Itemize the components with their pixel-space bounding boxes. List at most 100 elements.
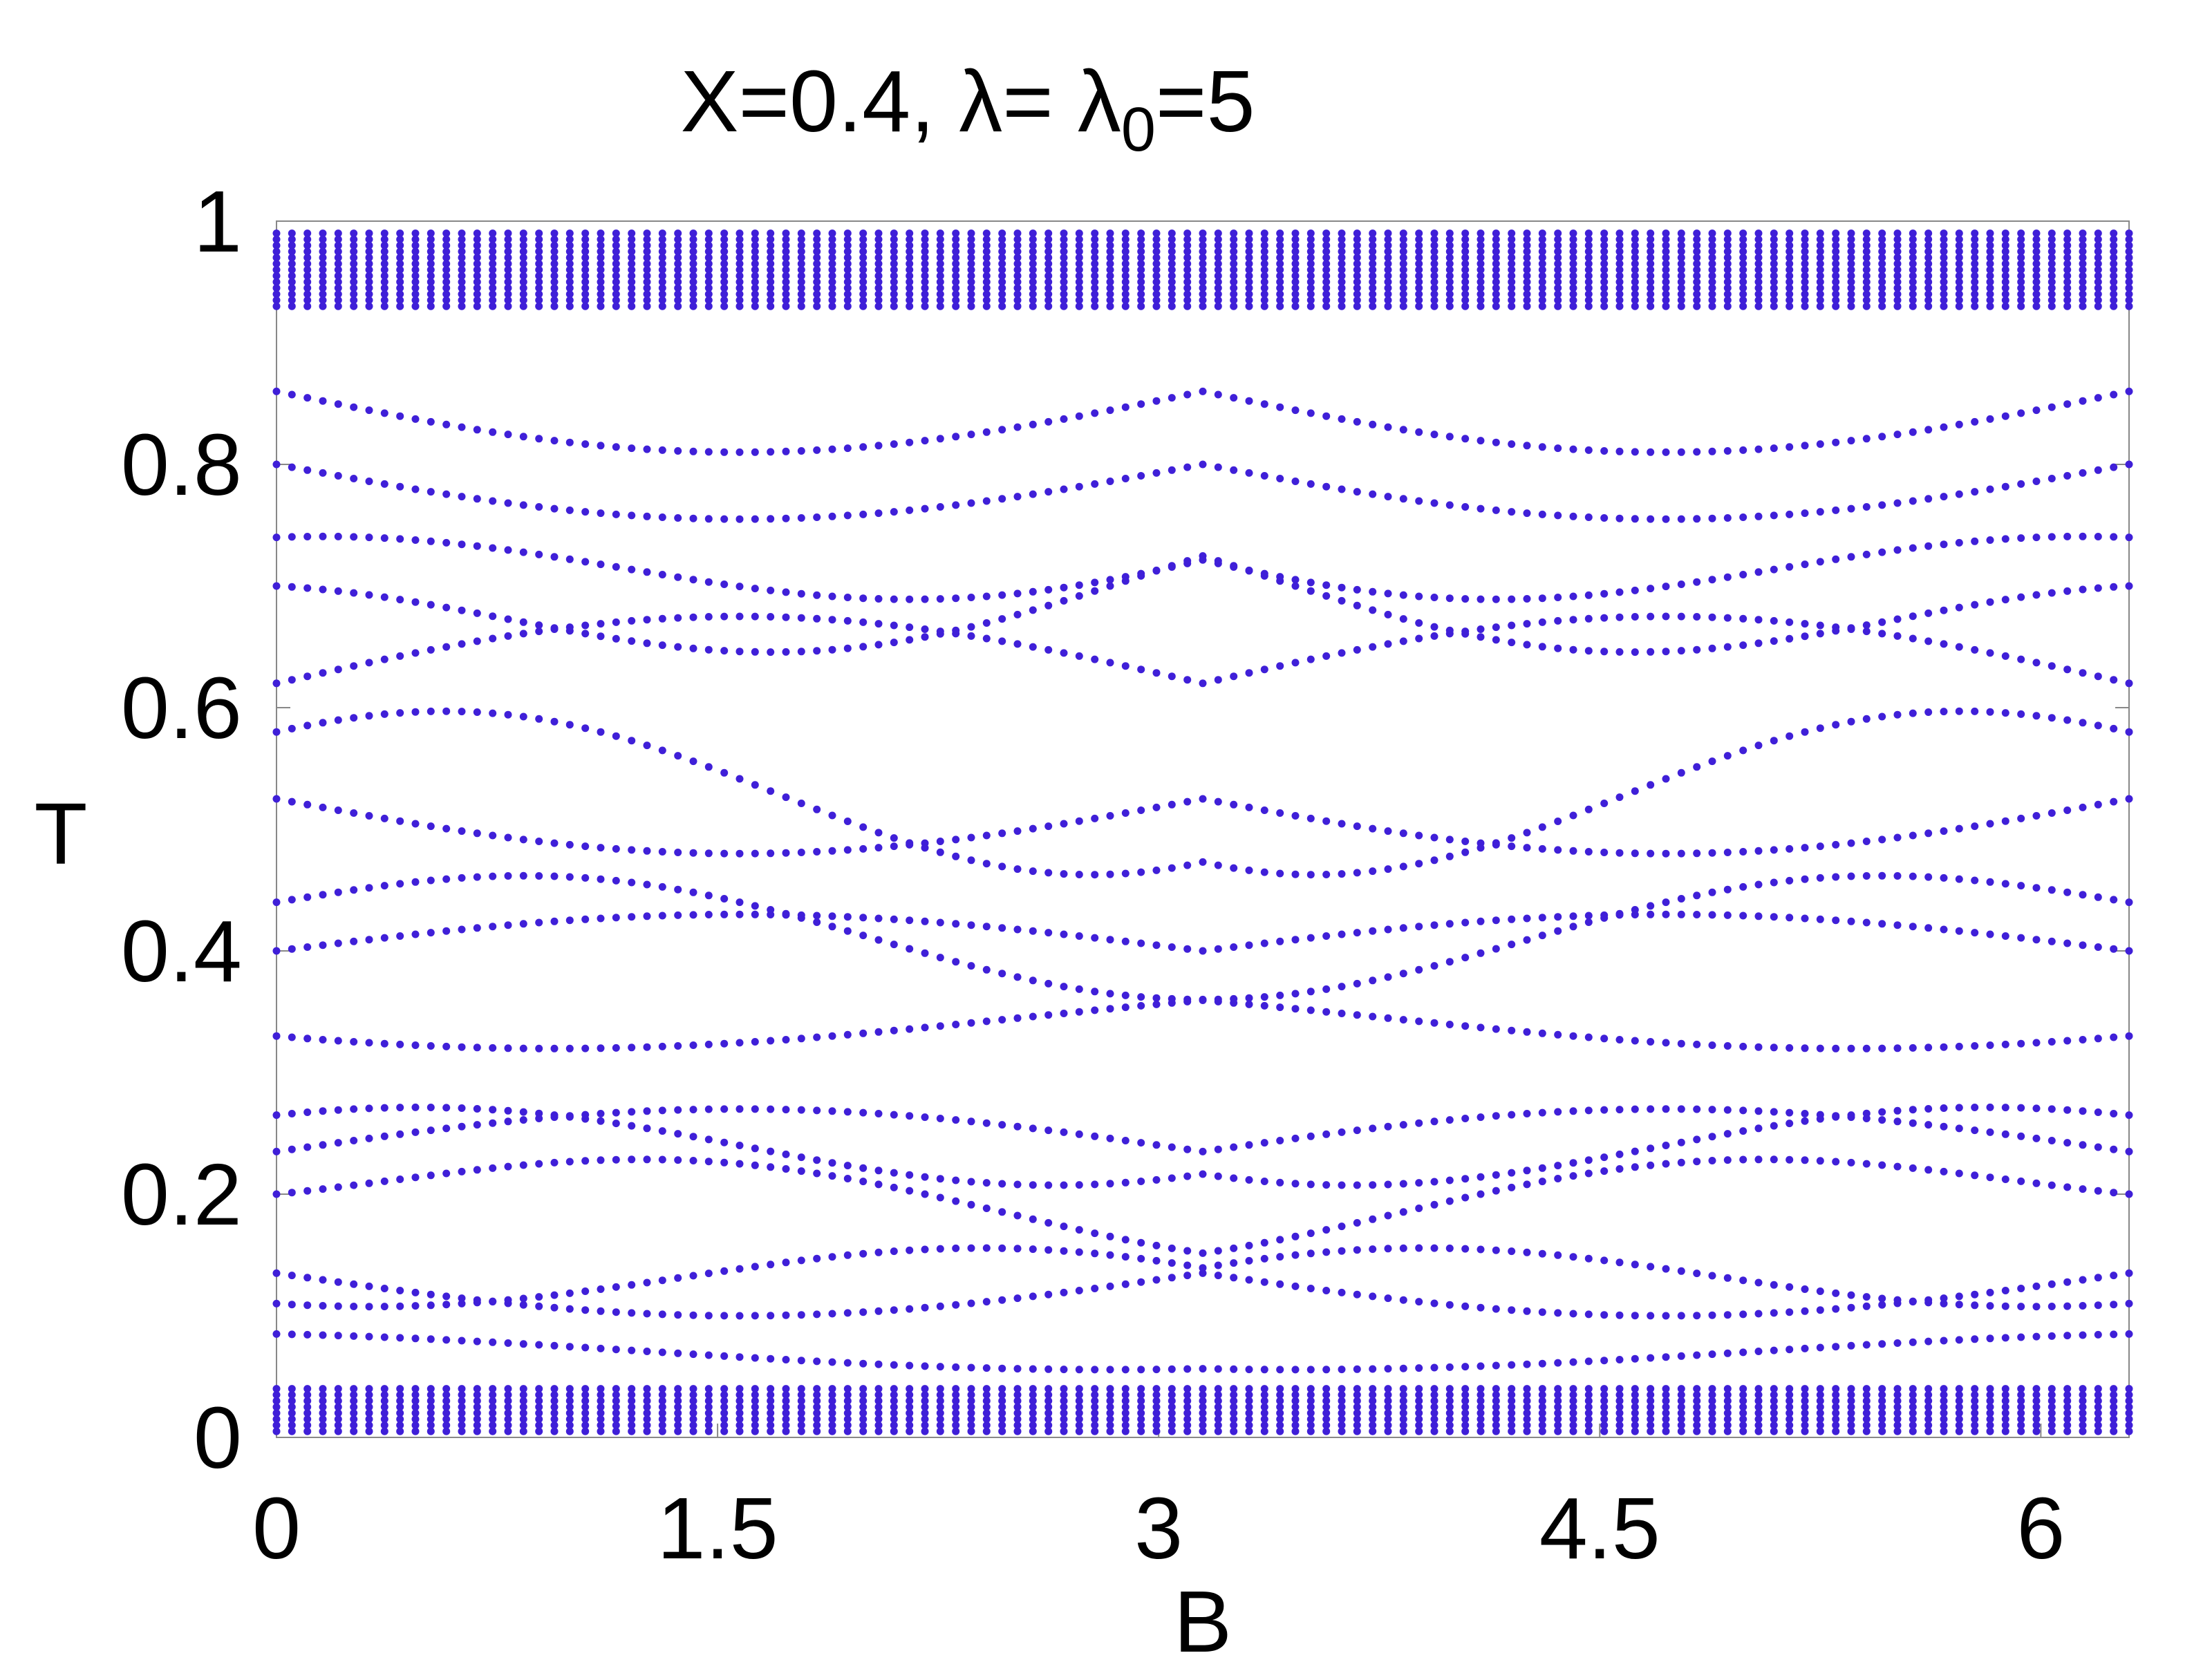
data-point [843, 927, 852, 935]
data-point [689, 284, 697, 292]
data-point [1430, 284, 1438, 292]
data-point [1445, 235, 1454, 243]
data-point [1847, 1403, 1855, 1411]
data-point [1893, 284, 1902, 292]
data-point [334, 1385, 342, 1393]
data-point [288, 1301, 296, 1309]
data-point [704, 254, 713, 262]
data-point [1075, 260, 1083, 268]
data-point [1647, 612, 1655, 621]
data-point [1554, 511, 1562, 520]
data-point [365, 1332, 373, 1341]
data-point [1940, 265, 1948, 274]
data-point [396, 302, 404, 310]
data-point [303, 1035, 312, 1043]
data-point [1445, 1197, 1454, 1205]
data-point [767, 290, 775, 299]
data-point [1754, 229, 1763, 238]
data-point [1415, 1385, 1423, 1393]
data-point [643, 1385, 651, 1393]
data-point [906, 278, 914, 286]
data-point [1955, 1042, 1963, 1050]
data-point [921, 1303, 929, 1312]
data-point [1291, 1232, 1300, 1240]
data-point [1878, 247, 1886, 256]
data-point [1029, 1421, 1037, 1429]
data-point [1183, 278, 1192, 286]
data-point [1168, 290, 1176, 299]
data-point [1322, 296, 1331, 304]
data-point [550, 302, 559, 310]
data-point [380, 302, 388, 310]
data-point [1986, 536, 1994, 544]
data-point [1415, 241, 1423, 249]
data-point [735, 235, 744, 243]
data-point [319, 1390, 327, 1399]
data-point [1662, 1397, 1670, 1405]
data-point [1878, 1385, 1886, 1393]
data-point [1693, 260, 1701, 268]
data-point [1121, 1366, 1130, 1374]
data-point [1384, 423, 1392, 431]
data-point [411, 1427, 420, 1435]
data-point [813, 513, 821, 521]
data-point [1214, 1427, 1222, 1435]
data-point [519, 1403, 527, 1411]
data-point [1338, 247, 1346, 256]
data-point [288, 1330, 296, 1339]
data-point [782, 302, 790, 310]
data-point [767, 1385, 775, 1393]
data-point [581, 630, 590, 638]
title-subscript: 0 [1121, 95, 1156, 164]
data-point [735, 1105, 744, 1113]
data-point [2047, 278, 2056, 286]
data-point [1214, 272, 1222, 280]
data-point [1770, 265, 1778, 274]
data-point [2063, 290, 2072, 299]
data-point [628, 229, 636, 238]
data-point [1415, 923, 1423, 931]
data-point [1369, 643, 1377, 651]
data-point [1785, 1390, 1794, 1399]
data-point [581, 1044, 590, 1052]
data-point [272, 1299, 281, 1307]
data-point [1677, 1158, 1685, 1167]
data-point [1353, 272, 1361, 280]
data-point [1631, 272, 1639, 280]
data-point [1137, 665, 1145, 674]
data-point [1647, 781, 1655, 789]
data-point [1260, 1139, 1268, 1147]
data-point [272, 1032, 281, 1040]
data-point [906, 229, 914, 238]
data-point [1647, 1390, 1655, 1399]
data-point [1214, 284, 1222, 292]
data-point [1214, 1421, 1222, 1429]
data-point [612, 1427, 620, 1435]
data-point [1152, 1427, 1161, 1435]
data-point [612, 296, 620, 304]
data-point [704, 229, 713, 238]
data-point [1091, 1390, 1099, 1399]
data-point [2032, 1421, 2041, 1429]
data-point [1461, 1193, 1470, 1202]
data-point [473, 542, 481, 550]
data-point [288, 1397, 296, 1405]
data-point [1847, 1158, 1855, 1167]
data-point [998, 247, 1006, 256]
data-point [1445, 290, 1454, 299]
data-point [1832, 916, 1840, 925]
data-point [2047, 265, 2056, 274]
data-point [612, 229, 620, 238]
data-point [643, 254, 651, 262]
data-point [658, 614, 666, 623]
data-point [1415, 1397, 1423, 1405]
data-point [1276, 296, 1284, 304]
data-point [597, 1415, 605, 1424]
data-point [890, 241, 898, 249]
data-point [2032, 254, 2041, 262]
data-point [1584, 229, 1593, 238]
data-point [612, 247, 620, 256]
data-point [998, 1180, 1006, 1188]
data-point [565, 296, 574, 304]
data-point [1785, 235, 1794, 243]
